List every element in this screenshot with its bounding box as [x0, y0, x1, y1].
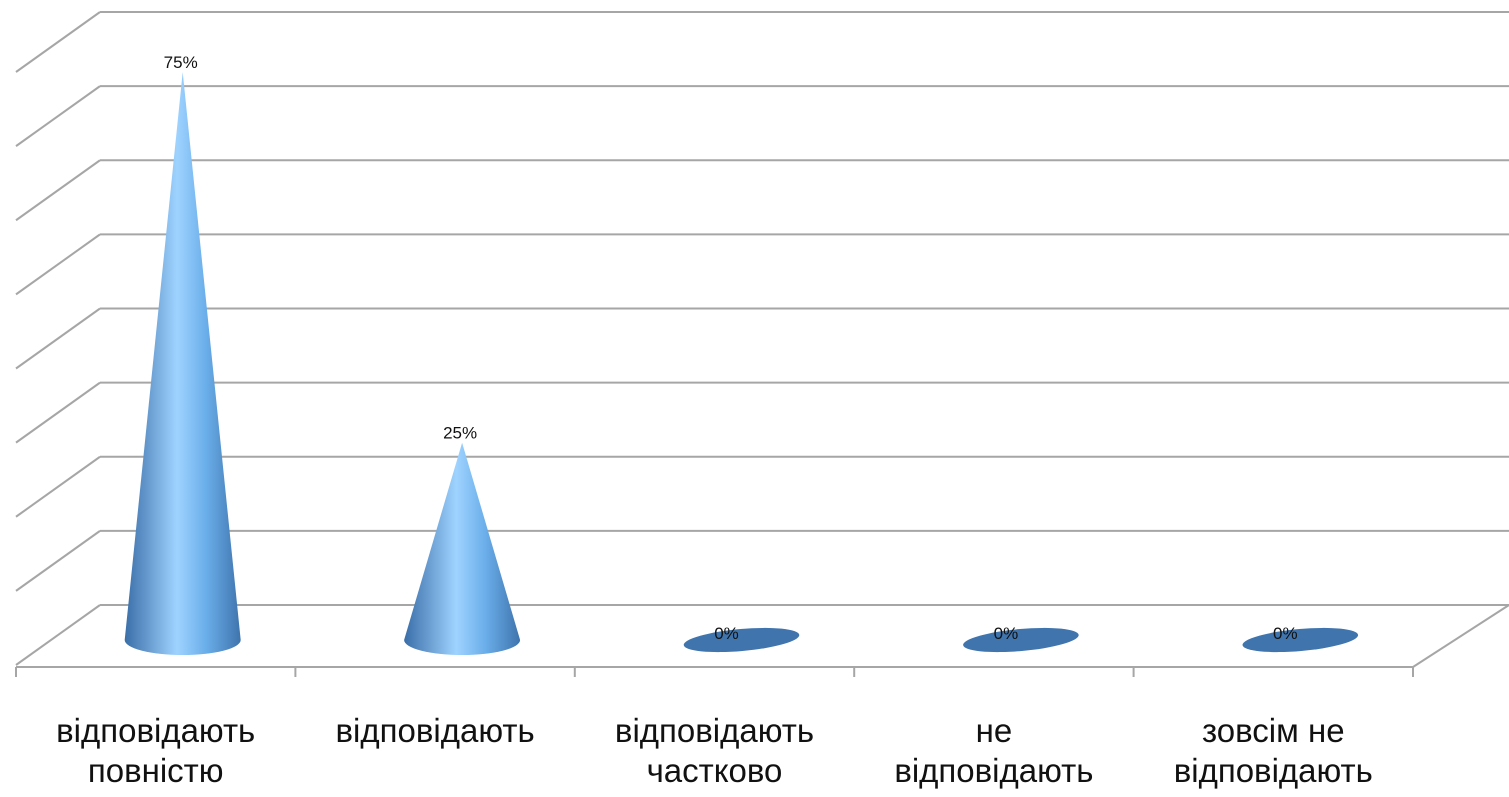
data-label: 0%: [1273, 624, 1298, 643]
cone-base-flat: [1242, 627, 1359, 653]
gridline-depth: [15, 455, 101, 518]
category-label-line: відповідають: [894, 752, 1093, 789]
cone-base-flat: [963, 627, 1079, 653]
floor-right-edge: [1412, 604, 1509, 668]
cone-3: [683, 627, 800, 653]
category-label-line: частково: [647, 752, 783, 789]
gridline-depth: [15, 604, 101, 666]
category-label-line: повністю: [88, 752, 224, 789]
category-label-line: відповідають: [336, 712, 535, 749]
cone-5: [1242, 627, 1359, 653]
gridline-depth: [15, 159, 101, 222]
category-label-line: відповідають: [615, 712, 814, 749]
gridline-depth: [15, 307, 101, 370]
gridline-depth: [15, 530, 101, 592]
data-label: 25%: [443, 424, 477, 443]
gridline-depth: [15, 11, 101, 73]
cones: [124, 72, 1359, 655]
cone-body: [124, 72, 241, 655]
cone-base-flat: [683, 627, 800, 653]
x-axis: [15, 667, 1414, 677]
category-label-line: не: [976, 712, 1013, 749]
category-label-line: зовсім не: [1202, 712, 1345, 749]
gridline-depth: [15, 85, 101, 147]
category-label-2: відповідають: [336, 712, 535, 749]
category-label-line: відповідають: [56, 712, 255, 749]
gridline-depth: [15, 381, 101, 444]
cone-1: [124, 72, 241, 655]
cone-4: [963, 627, 1079, 653]
category-label-line: відповідають: [1174, 752, 1373, 789]
gridlines: [15, 11, 1509, 668]
data-label: 0%: [714, 624, 739, 643]
cone-2: [404, 442, 521, 655]
gridline-depth: [15, 233, 101, 296]
cone-body: [404, 442, 521, 655]
data-labels: 75% 25% 0% 0% 0%: [164, 53, 1298, 643]
data-label: 75%: [164, 53, 198, 72]
data-label: 0%: [994, 624, 1019, 643]
